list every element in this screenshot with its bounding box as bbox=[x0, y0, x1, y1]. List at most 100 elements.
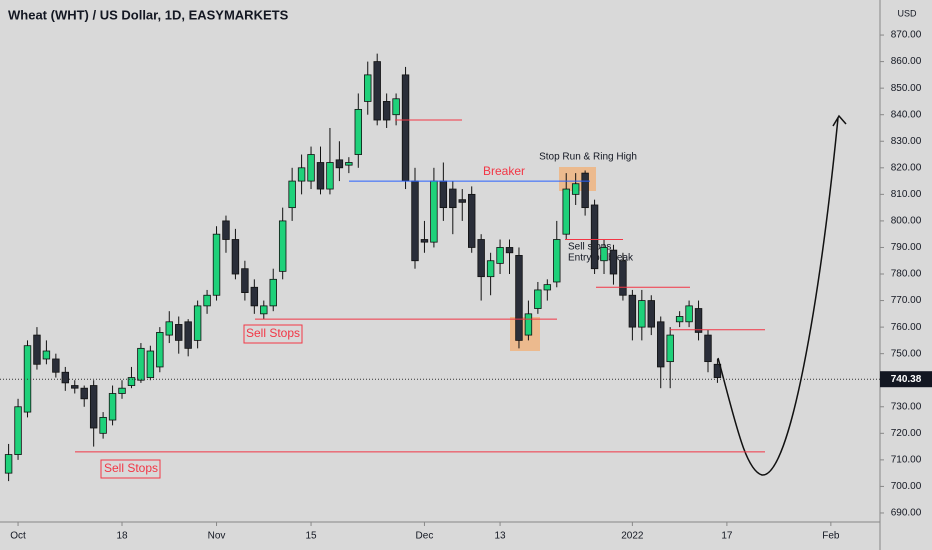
y-tick-label: 770.00 bbox=[891, 295, 922, 306]
annotation: Breaker bbox=[483, 164, 525, 178]
y-tick-label: 800.00 bbox=[891, 216, 922, 227]
candle-body bbox=[685, 305, 693, 323]
y-tick-label: 730.00 bbox=[891, 401, 922, 412]
candle-body bbox=[420, 239, 429, 243]
chart-title: Wheat (WHT) / US Dollar, 1D, EASYMARKETS bbox=[8, 7, 289, 22]
projection-arrow bbox=[832, 114, 847, 127]
x-tick-label: 17 bbox=[721, 531, 733, 542]
candle-body bbox=[269, 278, 277, 307]
candle-body bbox=[175, 324, 183, 341]
last-price-tag bbox=[880, 371, 932, 388]
candle-body bbox=[127, 377, 136, 386]
y-tick-label: 720.00 bbox=[891, 428, 922, 439]
candle-body bbox=[581, 172, 589, 209]
candle-body bbox=[316, 162, 325, 190]
candle-body bbox=[647, 300, 655, 328]
label-box bbox=[100, 459, 161, 479]
x-tick-label: Dec bbox=[416, 531, 434, 542]
candle-body bbox=[468, 193, 476, 248]
annotation: Sell Stops bbox=[104, 461, 158, 475]
candle-body bbox=[666, 334, 674, 363]
candle-body bbox=[401, 74, 410, 182]
candle-body bbox=[222, 220, 230, 240]
candle-body bbox=[4, 454, 13, 474]
candle-body bbox=[543, 284, 552, 291]
candle-body bbox=[477, 239, 485, 278]
candle-body bbox=[278, 220, 287, 272]
candle-body bbox=[231, 239, 240, 275]
y-tick-label: 850.00 bbox=[891, 83, 922, 94]
candle-body bbox=[156, 332, 164, 368]
candle-body bbox=[80, 387, 88, 400]
candle-body bbox=[694, 308, 703, 333]
candle-body bbox=[449, 188, 457, 209]
candle-body bbox=[704, 334, 712, 363]
candle-body bbox=[99, 416, 107, 434]
candle-body bbox=[184, 321, 192, 349]
candle-body bbox=[496, 247, 504, 264]
x-tick-label: Feb bbox=[822, 531, 840, 542]
candle-body bbox=[505, 247, 514, 254]
x-tick-label: Nov bbox=[208, 531, 226, 542]
y-tick-label: 690.00 bbox=[891, 508, 922, 519]
candle-body bbox=[108, 393, 117, 421]
candle-body bbox=[382, 101, 391, 121]
candle-body bbox=[14, 406, 22, 455]
x-tick-label: 2022 bbox=[621, 531, 644, 542]
candle-body bbox=[165, 321, 173, 336]
candle-body bbox=[590, 204, 599, 270]
candle-body bbox=[657, 321, 665, 368]
annotation: Sell Stops bbox=[246, 326, 300, 340]
candle-body bbox=[260, 305, 268, 315]
projection-curve bbox=[717, 117, 839, 476]
y-tick-label: 780.00 bbox=[891, 269, 922, 280]
candle-body bbox=[364, 74, 372, 102]
y-tick-label: 700.00 bbox=[891, 481, 922, 492]
candle-body bbox=[61, 371, 70, 384]
candle-body bbox=[354, 108, 363, 155]
label-box bbox=[243, 324, 303, 344]
y-tick-label: 830.00 bbox=[891, 136, 922, 147]
x-tick-label: 15 bbox=[305, 531, 317, 542]
candle-body bbox=[52, 358, 60, 373]
candle-body bbox=[335, 159, 344, 169]
y-tick-label: 820.00 bbox=[891, 162, 922, 173]
y-tick-label: 860.00 bbox=[891, 56, 922, 67]
candle-body bbox=[71, 385, 79, 389]
y-tick-label: 760.00 bbox=[891, 322, 922, 333]
candle-body bbox=[553, 239, 561, 283]
candle-body bbox=[458, 199, 466, 203]
y-tick-label: 870.00 bbox=[891, 30, 922, 41]
candle-body bbox=[203, 294, 211, 307]
candle-body bbox=[524, 313, 533, 336]
candle-body bbox=[439, 180, 448, 209]
candle-body bbox=[515, 255, 523, 341]
candle-body bbox=[609, 249, 618, 275]
candle-body bbox=[600, 247, 608, 262]
candle-body bbox=[297, 167, 306, 182]
candle-body bbox=[675, 316, 684, 323]
x-tick-label: 18 bbox=[116, 531, 128, 542]
candle-body bbox=[212, 233, 221, 296]
candle-body bbox=[345, 162, 353, 166]
candle-body bbox=[307, 154, 315, 182]
candle-body bbox=[562, 188, 570, 235]
y-tick-label: 750.00 bbox=[891, 348, 922, 359]
candle-body bbox=[628, 294, 637, 328]
y-tick-label: 810.00 bbox=[891, 189, 922, 200]
y-tick-label: 710.00 bbox=[891, 455, 922, 466]
candle-body bbox=[89, 385, 98, 429]
candle-body bbox=[534, 289, 542, 309]
candle-body bbox=[137, 347, 145, 381]
candle-body bbox=[638, 300, 646, 328]
candle-body bbox=[486, 260, 495, 278]
candle-body bbox=[411, 180, 419, 262]
candle-body bbox=[250, 286, 259, 307]
candle-body bbox=[619, 260, 627, 296]
candle-body bbox=[42, 350, 51, 360]
candle-body bbox=[118, 387, 126, 394]
candle-body bbox=[288, 180, 296, 209]
last-price-label: 740.38 bbox=[891, 374, 922, 385]
annotation: Sell stops bbox=[568, 242, 611, 253]
